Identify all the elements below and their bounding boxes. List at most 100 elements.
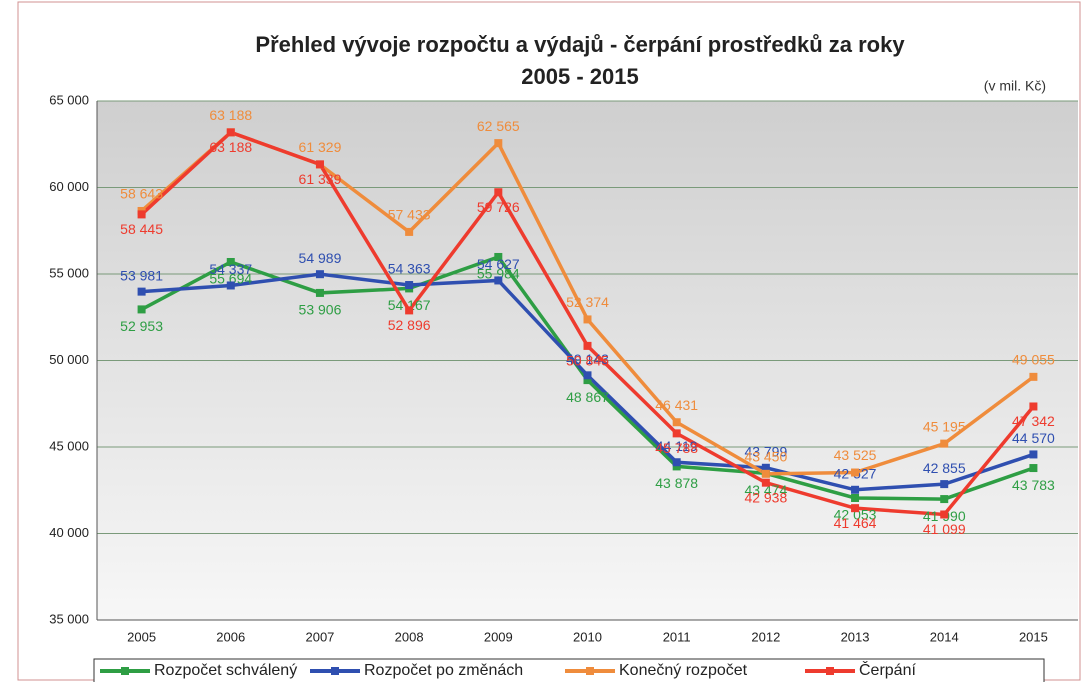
data-label: 43 525 <box>834 447 877 463</box>
x-tick-label: 2015 <box>1019 629 1048 644</box>
y-tick-label: 60 000 <box>49 179 89 194</box>
point-marker <box>494 276 503 285</box>
point-marker <box>494 188 503 197</box>
x-tick-label: 2006 <box>216 629 245 644</box>
y-tick-label: 55 000 <box>49 265 89 280</box>
data-label: 49 143 <box>566 351 609 367</box>
point-marker <box>940 510 949 519</box>
legend-swatch <box>331 667 339 675</box>
point-marker <box>1029 450 1038 459</box>
point-marker <box>1029 464 1038 473</box>
legend-label: Čerpání <box>859 660 916 679</box>
legend-label: Rozpočet po změnách <box>364 662 523 679</box>
point-marker <box>1029 372 1038 381</box>
point-marker <box>940 439 949 448</box>
data-label: 45 788 <box>655 440 698 456</box>
data-label: 46 431 <box>655 397 698 413</box>
data-label: 54 337 <box>209 261 252 277</box>
data-label: 55 984 <box>477 266 520 282</box>
data-label: 43 799 <box>744 443 787 459</box>
data-label: 53 906 <box>299 302 342 318</box>
data-label: 42 938 <box>744 489 787 505</box>
point-marker <box>494 252 503 261</box>
x-tick-label: 2012 <box>751 629 780 644</box>
legend-swatch <box>826 667 834 675</box>
data-label: 58 643 <box>120 186 163 202</box>
point-marker <box>583 371 592 380</box>
data-label: 48 867 <box>566 389 609 405</box>
point-marker <box>137 305 146 314</box>
data-label: 54 167 <box>388 297 431 313</box>
chart-subtitle: (v mil. Kč) <box>984 78 1046 94</box>
point-marker <box>672 418 681 427</box>
x-tick-label: 2005 <box>127 629 156 644</box>
y-tick-label: 65 000 <box>49 92 89 107</box>
point-marker <box>761 478 770 487</box>
point-marker <box>583 341 592 350</box>
x-tick-label: 2010 <box>573 629 602 644</box>
legend-swatch <box>586 667 594 675</box>
point-marker <box>315 160 324 169</box>
data-label: 43 878 <box>655 475 698 491</box>
point-marker <box>315 288 324 297</box>
data-label: 50 845 <box>566 353 609 369</box>
data-label: 47 342 <box>1012 413 1055 429</box>
point-marker <box>137 287 146 296</box>
legend-label: Konečný rozpočet <box>619 662 748 679</box>
x-tick-label: 2008 <box>395 629 424 644</box>
data-label: 43 450 <box>744 449 787 465</box>
point-marker <box>226 128 235 137</box>
point-marker <box>315 270 324 279</box>
point-marker <box>851 485 860 494</box>
x-tick-label: 2009 <box>484 629 513 644</box>
data-label: 57 433 <box>388 207 431 223</box>
data-label: 59 726 <box>477 199 520 215</box>
data-label: 58 445 <box>120 221 163 237</box>
data-label: 43 474 <box>744 482 787 498</box>
data-label: 61 339 <box>299 171 342 187</box>
point-marker <box>851 504 860 513</box>
y-tick-label: 50 000 <box>49 352 89 367</box>
point-marker <box>137 210 146 219</box>
point-marker <box>405 281 414 290</box>
point-marker <box>672 462 681 471</box>
point-marker <box>1029 402 1038 411</box>
data-label: 45 195 <box>923 418 966 434</box>
point-marker <box>583 376 592 385</box>
data-label: 53 981 <box>120 267 163 283</box>
point-marker <box>226 281 235 290</box>
point-marker <box>405 306 414 315</box>
x-tick-label: 2013 <box>841 629 870 644</box>
point-marker <box>940 480 949 489</box>
data-label: 44 119 <box>656 438 698 454</box>
point-marker <box>494 139 503 148</box>
point-marker <box>672 458 681 467</box>
data-label: 49 055 <box>1012 352 1055 368</box>
data-label: 54 989 <box>299 250 342 266</box>
data-label: 55 694 <box>209 271 252 287</box>
y-tick-label: 35 000 <box>49 611 89 626</box>
y-tick-label: 40 000 <box>49 525 89 540</box>
x-tick-label: 2011 <box>663 629 691 644</box>
point-marker <box>851 468 860 477</box>
data-label: 52 896 <box>388 317 431 333</box>
x-tick-label: 2014 <box>930 629 959 644</box>
point-marker <box>851 493 860 502</box>
y-tick-label: 45 000 <box>49 438 89 453</box>
data-label: 63 188 <box>209 139 252 155</box>
point-marker <box>672 429 681 438</box>
point-marker <box>226 257 235 266</box>
data-label: 54 627 <box>477 256 520 272</box>
point-marker <box>761 469 770 478</box>
point-marker <box>940 495 949 504</box>
data-label: 42 855 <box>923 460 966 476</box>
data-label: 43 783 <box>1012 477 1055 493</box>
point-marker <box>405 227 414 236</box>
data-label: 42 053 <box>834 507 877 523</box>
data-label: 41 464 <box>834 515 877 531</box>
point-marker <box>583 315 592 324</box>
legend-swatch <box>121 667 129 675</box>
data-label: 52 953 <box>120 318 163 334</box>
data-label: 41 099 <box>923 521 966 537</box>
